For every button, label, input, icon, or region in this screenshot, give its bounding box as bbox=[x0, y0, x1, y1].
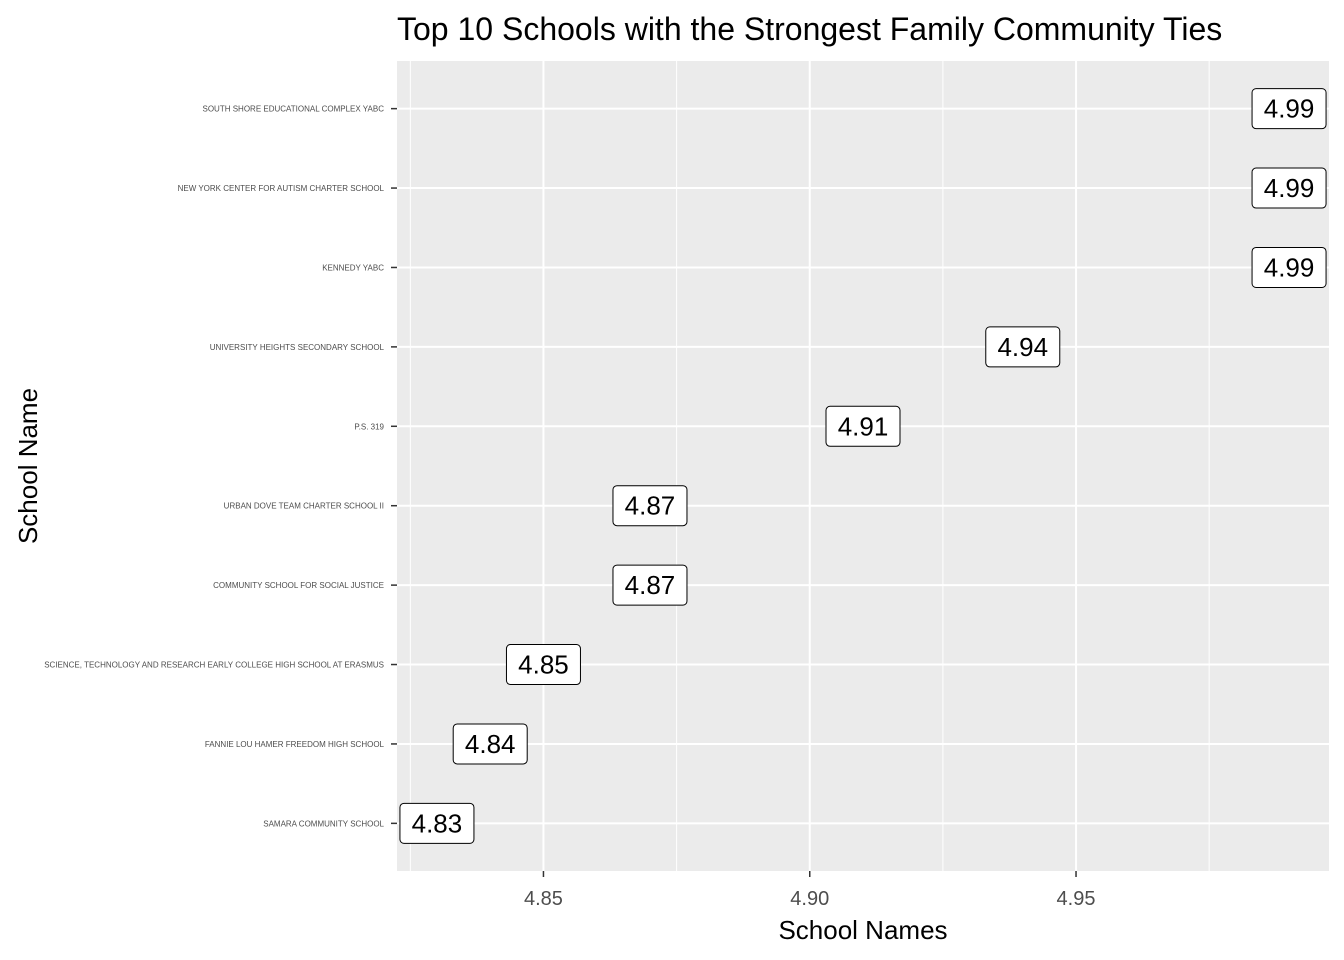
data-label: 4.99 bbox=[1251, 167, 1327, 209]
y-axis-ticks: SAMARA COMMUNITY SCHOOL FANNIE LOU HAMER … bbox=[44, 105, 397, 828]
data-label: 4.94 bbox=[985, 326, 1061, 368]
y-tick-label: P.S. 319 bbox=[354, 422, 384, 431]
data-label-box bbox=[985, 326, 1061, 368]
data-label-text: 4.94 bbox=[997, 332, 1048, 362]
data-label-box bbox=[612, 485, 688, 527]
grid-minor bbox=[409, 61, 1210, 871]
data-label-box bbox=[1251, 88, 1327, 130]
data-label: 4.91 bbox=[825, 405, 901, 447]
data-label-box bbox=[612, 564, 688, 606]
data-label: 4.87 bbox=[612, 485, 688, 527]
data-label-box bbox=[1251, 246, 1327, 288]
data-labels: 4.83 4.84 4.85 4.87 4.87 4.91 4.94 4.99 4.99 4.99 bbox=[399, 88, 1327, 844]
y-tick-label: SOUTH SHORE EDUCATIONAL COMPLEX YABC bbox=[202, 105, 384, 114]
y-tick-label: COMMUNITY SCHOOL FOR SOCIAL JUSTICE bbox=[213, 581, 384, 590]
data-label-box bbox=[1251, 167, 1327, 209]
x-axis-title: School Names bbox=[778, 915, 947, 945]
data-label: 4.99 bbox=[1251, 88, 1327, 130]
data-label: 4.83 bbox=[399, 802, 475, 844]
x-tick-label: 4.85 bbox=[524, 888, 563, 910]
data-label-box bbox=[399, 802, 475, 844]
data-label-text: 4.91 bbox=[838, 411, 889, 441]
x-tick-label: 4.90 bbox=[790, 888, 829, 910]
data-label-text: 4.87 bbox=[625, 491, 676, 521]
data-label-text: 4.99 bbox=[1264, 94, 1315, 124]
plot-panel bbox=[397, 61, 1329, 871]
y-tick-label: NEW YORK CENTER FOR AUTISM CHARTER SCHOO… bbox=[178, 184, 385, 193]
chart-title: Top 10 Schools with the Strongest Family… bbox=[397, 11, 1222, 47]
data-label: 4.85 bbox=[505, 644, 581, 686]
data-label-text: 4.99 bbox=[1264, 252, 1315, 282]
y-axis-title: School Name bbox=[13, 388, 43, 544]
x-axis-ticks: 4.85 4.90 4.95 bbox=[524, 871, 1096, 910]
data-label-box bbox=[452, 723, 528, 765]
y-tick-label: FANNIE LOU HAMER FREEDOM HIGH SCHOOL bbox=[205, 740, 385, 749]
y-tick-label: UNIVERSITY HEIGHTS SECONDARY SCHOOL bbox=[210, 343, 385, 352]
y-tick-label: KENNEDY YABC bbox=[322, 263, 384, 272]
y-tick-label: SAMARA COMMUNITY SCHOOL bbox=[263, 819, 384, 828]
data-label-text: 4.87 bbox=[625, 570, 676, 600]
y-tick-label: SCIENCE, TECHNOLOGY AND RESEARCH EARLY C… bbox=[44, 661, 384, 670]
x-tick-label: 4.95 bbox=[1057, 888, 1096, 910]
data-label: 4.87 bbox=[612, 564, 688, 606]
data-label-text: 4.85 bbox=[518, 650, 569, 680]
data-label-text: 4.84 bbox=[465, 729, 516, 759]
data-label-box bbox=[825, 405, 901, 447]
y-tick-label: URBAN DOVE TEAM CHARTER SCHOOL II bbox=[224, 502, 384, 511]
data-label: 4.99 bbox=[1251, 246, 1327, 288]
data-label-box bbox=[505, 644, 581, 686]
data-label: 4.84 bbox=[452, 723, 528, 765]
data-label-text: 4.99 bbox=[1264, 173, 1315, 203]
data-label-text: 4.83 bbox=[412, 808, 463, 838]
